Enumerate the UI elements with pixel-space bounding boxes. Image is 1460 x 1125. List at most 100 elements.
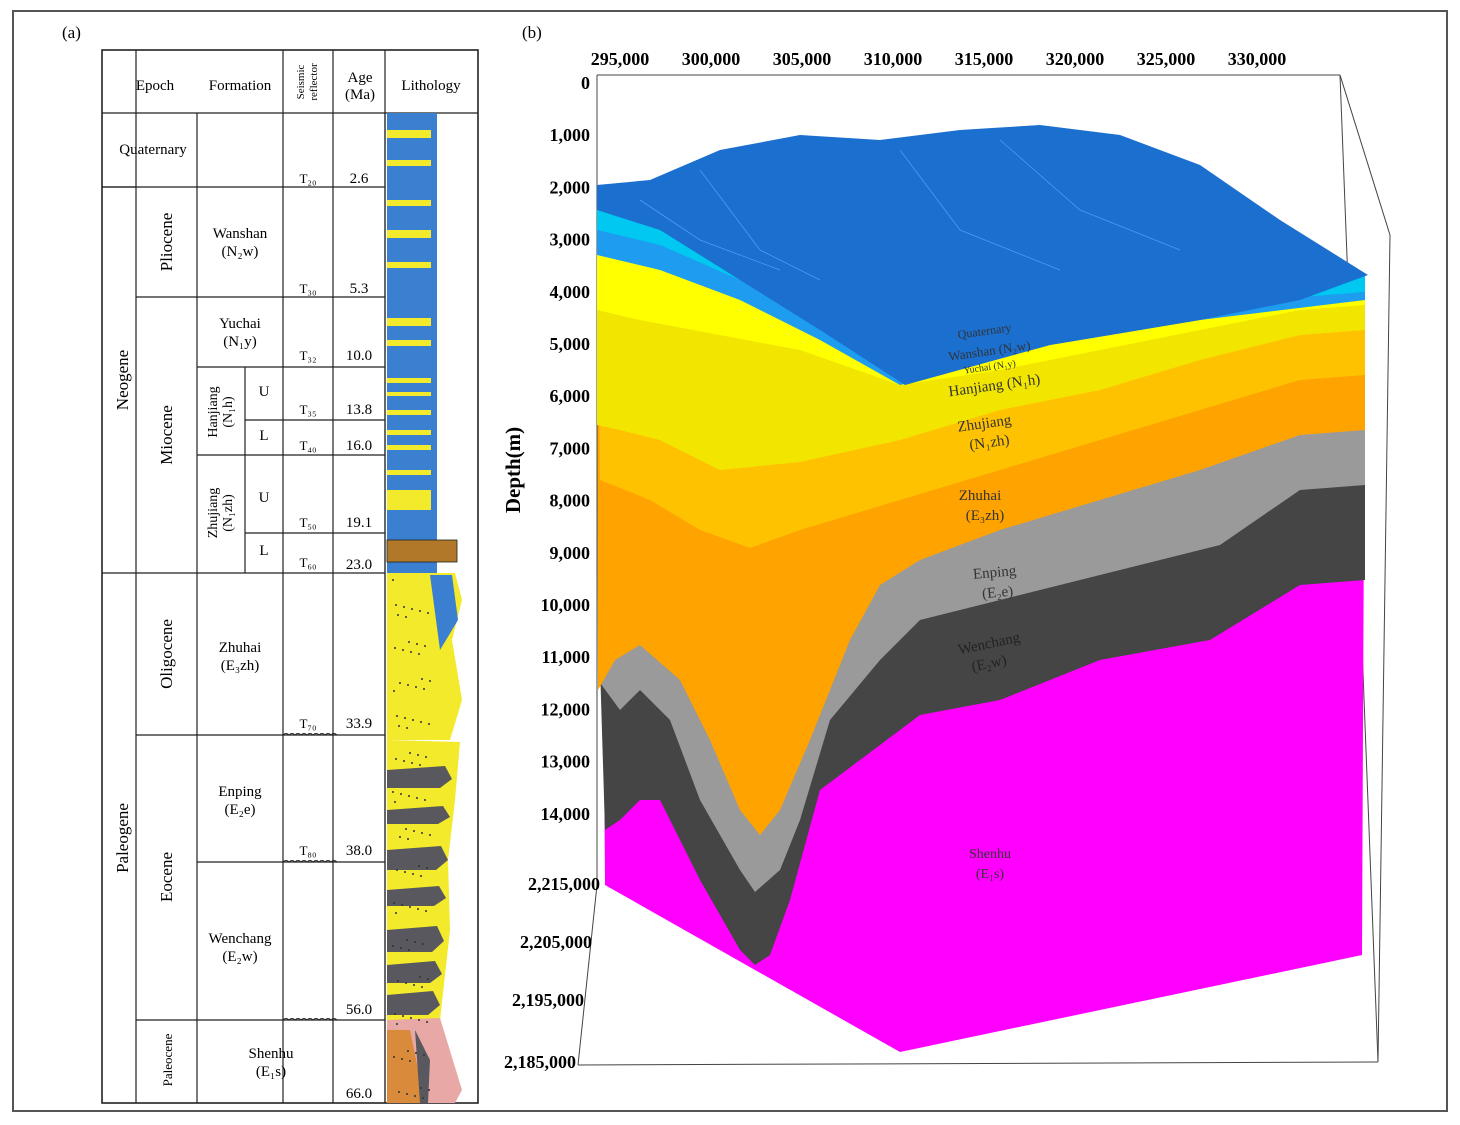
lithology-mudstone-interbed: [387, 766, 452, 788]
lithology-sandstone: [387, 392, 431, 396]
lithology-dot: [401, 1058, 403, 1060]
lithology-mudstone-interbed: [387, 926, 444, 952]
formation-yuchai: Yuchai: [219, 316, 261, 332]
model-layer-label: (N₁zh): [968, 432, 1010, 453]
lithology-mudstone-interbed: [387, 806, 450, 824]
lithology-dot: [395, 758, 397, 760]
model-layer-label: Shenhu: [969, 847, 1011, 862]
reflector-label: T₃₅: [299, 402, 316, 417]
formation-zhujiang-code: (N₁zh): [221, 494, 236, 532]
lithology-dot: [414, 1095, 416, 1097]
age-label: 10.0: [346, 348, 372, 364]
lithology-dot: [411, 762, 413, 764]
depth-tick-label: 14,000: [541, 804, 591, 824]
lithology-dot: [399, 836, 401, 838]
depth-tick-label: 8,000: [550, 491, 591, 511]
lithology-mudstone-interbed: [387, 886, 446, 906]
formation-hanjiang-code: (N₁h): [221, 396, 236, 428]
lithology-dot: [401, 904, 403, 906]
lithology-dot: [400, 947, 402, 949]
lithology-mudstone-interbed: [387, 961, 442, 983]
column-border: [101, 49, 479, 1104]
lithology-dot: [396, 715, 398, 717]
lithology-sandstone: [387, 445, 431, 450]
lithology-dot: [405, 828, 407, 830]
age-label: 23.0: [346, 557, 372, 573]
reflector-label: T₆₀: [299, 555, 316, 570]
lithology-dot: [396, 869, 398, 871]
formation-wenchang: Wenchang: [209, 931, 272, 947]
depth-tick-label: 10,000: [541, 595, 591, 615]
lithology-dot: [403, 606, 405, 608]
period-neogene: Neogene: [113, 350, 132, 410]
depth-tick-label: 9,000: [550, 543, 591, 563]
model-layer-label: (E₃zh): [966, 508, 1005, 524]
lithology-dot: [413, 830, 415, 832]
lithology-dot: [411, 608, 413, 610]
epoch-miocene: Miocene: [157, 405, 176, 464]
lithology-sandstone: [387, 410, 431, 415]
reflector-label: T₄₀: [299, 438, 316, 453]
depth-tick-label: 3,000: [550, 230, 591, 250]
lithology-mudstone-interbed: [415, 1030, 430, 1103]
lithology-dot: [404, 871, 406, 873]
lithology-dot: [397, 980, 399, 982]
reflector-label: T₃₂: [299, 348, 316, 363]
formation-wanshan: Wanshan: [213, 226, 268, 242]
lithology-dot: [405, 616, 407, 618]
header-formation: Formation: [209, 78, 272, 94]
lithology-dot: [399, 682, 401, 684]
lithology-dot: [415, 1052, 417, 1054]
unconformity: [282, 733, 338, 736]
lithology-dot: [398, 1091, 400, 1093]
lithology-dot: [426, 867, 428, 869]
lithology-dot: [424, 799, 426, 801]
header-lithology: Lithology: [401, 78, 461, 94]
lithology-dot: [414, 941, 416, 943]
lithology-dot: [421, 832, 423, 834]
surface-lineament: [899, 149, 1061, 271]
x-tick-label: 310,000: [864, 49, 923, 69]
model-layer-label: (E₁s): [976, 867, 1005, 882]
lithology-dot: [419, 764, 421, 766]
lithology-dot: [404, 717, 406, 719]
lithology-sandstone: [387, 160, 431, 166]
lithology-dot: [392, 945, 394, 947]
subunit-label: U: [259, 384, 270, 400]
formation-zhuhai-code: (E₃zh): [221, 658, 260, 674]
epoch-quaternary: Quaternary: [119, 142, 187, 158]
lithology-dot: [410, 1017, 412, 1019]
lithology-dot: [403, 760, 405, 762]
lithology-dot: [413, 984, 415, 986]
lithology-dot: [394, 647, 396, 649]
lithology-limestone: [386, 539, 458, 563]
lithology-dot: [409, 906, 411, 908]
depth-tick-label: 12,000: [541, 699, 591, 719]
lithology-dot: [420, 721, 422, 723]
lithology-dot: [407, 684, 409, 686]
lithology-dot: [423, 688, 425, 690]
lithology-dot: [393, 1056, 395, 1058]
lithology-dot: [397, 614, 399, 616]
lithology-sandstone: [387, 340, 431, 346]
lithology-dot: [402, 1015, 404, 1017]
formation-shenhu: Shenhu: [249, 1046, 295, 1062]
age-label: 56.0: [346, 1002, 372, 1018]
lithology-sandstone: [387, 318, 431, 326]
depth-tick-label: 13,000: [541, 752, 591, 772]
lithology-sandstone: [387, 130, 431, 138]
subunit-label: L: [259, 543, 268, 559]
lithology-dot: [400, 793, 402, 795]
formation-wanshan-code: (N₂w): [222, 244, 259, 260]
quaternary-span: [103, 114, 135, 186]
formation-zhujiang: Zhujiang: [206, 488, 221, 539]
x-tick-label: 295,000: [591, 49, 650, 69]
lithology-dot: [402, 649, 404, 651]
age-label: 13.8: [346, 402, 372, 418]
lithology-dot: [406, 939, 408, 941]
x-tick-label: 320,000: [1046, 49, 1105, 69]
lithology-dot: [427, 978, 429, 980]
lithology-dot: [420, 875, 422, 877]
age-label: 5.3: [350, 281, 369, 297]
